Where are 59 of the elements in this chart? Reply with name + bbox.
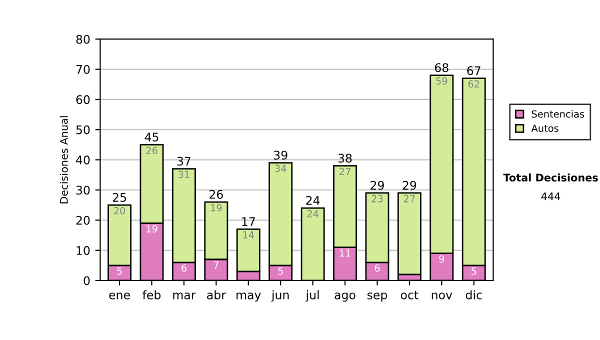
- total-label: 67: [467, 66, 480, 76]
- total-label: 38: [338, 154, 352, 163]
- total-label: 17: [242, 217, 255, 226]
- total-label: 37: [177, 156, 190, 166]
- text: Total Decisiones: [503, 173, 598, 182]
- x-tick-label: jun: [271, 290, 289, 302]
- y-tick-label: 0: [84, 276, 90, 286]
- x-tick-label: ene: [109, 292, 130, 300]
- y-tick-label: 40: [76, 156, 90, 164]
- total-label: 45: [144, 132, 158, 142]
- data-label: 27: [404, 194, 415, 202]
- data-label: 26: [146, 146, 158, 154]
- data-label: 23: [372, 194, 383, 202]
- data-label: 31: [178, 170, 190, 178]
- data-label: 19: [146, 225, 158, 233]
- x-tick-label: dic: [466, 290, 482, 300]
- total-label: 68: [434, 63, 448, 72]
- x-tick-label: feb: [142, 290, 161, 300]
- total-label: 29: [370, 180, 384, 190]
- data-label: 19: [211, 204, 222, 212]
- x-tick-label: nov: [432, 292, 452, 300]
- total-label: 24: [306, 196, 320, 205]
- x-tick-label: oct: [400, 290, 418, 300]
- data-label: 27: [340, 168, 350, 176]
- y-tick-label: 30: [76, 186, 90, 195]
- total-label: 29: [402, 180, 416, 190]
- y-tick-label: 20: [76, 216, 90, 225]
- data-label: 59: [436, 77, 448, 85]
- y-axis-title: Decisiones Anual: [60, 116, 68, 204]
- x-tick-label: may: [236, 292, 261, 302]
- data-label: 7: [214, 261, 218, 269]
- data-label: 20: [114, 207, 126, 214]
- data-label: 62: [468, 80, 480, 88]
- data-label: 14: [243, 231, 254, 238]
- text: 444: [541, 192, 560, 200]
- data-label: 5: [472, 268, 476, 275]
- legend-label: Sentencias: [532, 110, 584, 118]
- y-tick-label: 10: [76, 246, 90, 255]
- data-label: 6: [374, 264, 380, 272]
- data-label: 11: [340, 249, 350, 257]
- x-tick-label: sep: [367, 292, 388, 302]
- y-tick-label: 50: [76, 125, 90, 134]
- y-tick-label: 80: [76, 34, 90, 44]
- data-label: 5: [278, 268, 283, 275]
- data-label: 24: [307, 210, 318, 218]
- data-label: 34: [275, 164, 286, 172]
- total-label: 39: [274, 150, 288, 160]
- x-tick-label: jul: [306, 290, 319, 302]
- y-tick-label: 60: [76, 95, 90, 104]
- data-label: 9: [439, 255, 444, 263]
- x-tick-label: ago: [334, 292, 356, 302]
- x-tick-label: abr: [207, 290, 226, 300]
- x-tick-label: mar: [173, 292, 196, 300]
- y-tick-label: 70: [76, 65, 90, 74]
- total-label: 26: [210, 190, 223, 199]
- legend-label: Autos: [531, 124, 558, 132]
- data-label: 6: [182, 264, 186, 272]
- data-label: 5: [117, 268, 122, 275]
- total-label: 25: [112, 192, 126, 202]
